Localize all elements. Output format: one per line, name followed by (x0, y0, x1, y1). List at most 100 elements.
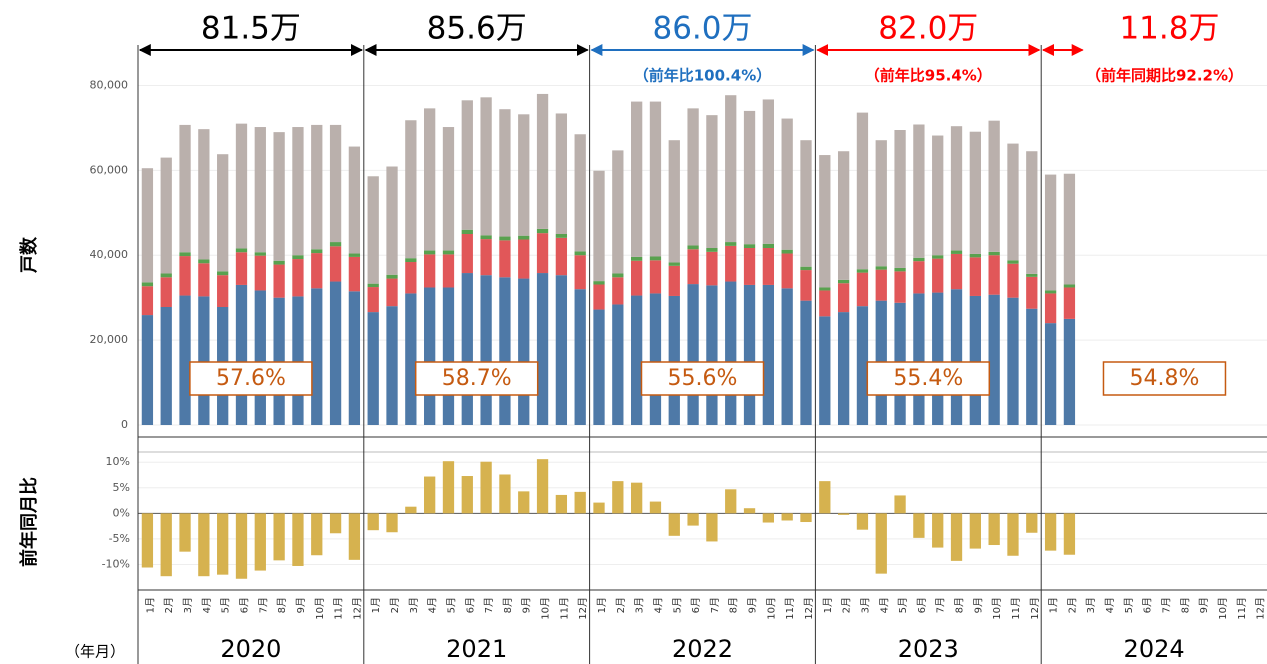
bar-segment (405, 120, 417, 259)
x-tick-label: 8月 (954, 597, 966, 613)
bar-segment (725, 95, 737, 243)
x-tick-label: 5月 (220, 597, 232, 613)
bar-segment (536, 273, 549, 425)
bar-segment (160, 307, 172, 425)
bar-segment (1026, 308, 1038, 425)
ratio-label: 55.6% (668, 366, 738, 391)
bar-segment (762, 248, 775, 285)
bar-segment (593, 170, 605, 282)
x-tick-label: 4月 (427, 597, 439, 613)
bar-segment (837, 312, 850, 425)
bar-segment (1026, 151, 1038, 274)
bar-segment (875, 266, 887, 270)
bar-segment (706, 248, 718, 252)
bar-segment (518, 278, 530, 425)
bar-segment (499, 277, 511, 425)
x-tick-label: 6月 (464, 597, 476, 613)
bar-segment (668, 265, 680, 296)
bar-segment (894, 267, 906, 272)
bar-segment (217, 275, 229, 308)
bar-segment (630, 256, 643, 261)
bar-segment (160, 157, 172, 274)
bar-segment (837, 279, 850, 284)
x-tick-label: 2月 (163, 597, 175, 613)
x-tick-label: 4月 (652, 597, 664, 613)
bar-segment (254, 255, 266, 291)
x-tick-label: 11月 (558, 597, 570, 620)
x-tick-label: 2月 (1066, 597, 1078, 613)
bar-segment (875, 140, 887, 267)
bar-segment (198, 263, 210, 297)
bar-segment (536, 233, 549, 274)
bar-segment (913, 261, 925, 294)
bar (630, 482, 643, 514)
bar-segment (499, 236, 511, 241)
bar-segment (499, 109, 511, 237)
yoy-note: （前年比95.4%） (865, 67, 992, 85)
bar (480, 461, 492, 514)
bar-segment (706, 251, 718, 286)
bar-segment (499, 240, 511, 278)
bar-segment (856, 269, 869, 273)
bar-segment (950, 126, 963, 251)
bar-segment (198, 259, 210, 264)
bar-segment (743, 248, 756, 285)
bar-segment (1044, 293, 1057, 324)
bar-segment (706, 115, 718, 249)
bar (424, 476, 436, 514)
bar-segment (141, 282, 154, 287)
bar-segment (969, 257, 981, 296)
x-tick-label: 11月 (1236, 597, 1248, 620)
bar-segment (1063, 318, 1076, 425)
bar-segment (725, 242, 737, 246)
bar-segment (461, 229, 473, 234)
bar-segment (762, 99, 775, 244)
bar-segment (179, 256, 191, 296)
x-tick-label: 9月 (747, 597, 759, 613)
y-tick-label: 80,000 (90, 78, 129, 91)
x-tick-label: 11月 (333, 597, 345, 620)
x-tick-label: 9月 (972, 597, 984, 613)
bar-segment (630, 260, 643, 296)
x-tick-label: 10月 (1217, 597, 1229, 620)
yoy-note: （前年比100.4%） (634, 67, 771, 85)
bar-segment (969, 295, 981, 425)
bar (574, 491, 586, 514)
bar-segment (160, 273, 172, 278)
bar (367, 513, 379, 531)
bar-segment (254, 127, 266, 253)
ratio-label: 58.7% (442, 366, 512, 391)
bar-segment (480, 275, 492, 425)
bar-segment (386, 306, 398, 425)
bar-segment (179, 252, 191, 257)
bar-segment (235, 248, 248, 253)
bar-segment (254, 290, 266, 425)
bar-segment (329, 242, 342, 247)
bar (894, 495, 906, 514)
bar-segment (837, 283, 850, 313)
bar-segment (913, 257, 925, 262)
bar (706, 513, 718, 542)
bar-segment (405, 258, 417, 263)
bar-segment (988, 294, 1000, 425)
bar-segment (1026, 276, 1038, 309)
bar-segment (932, 255, 944, 259)
x-tick-label: 2月 (841, 597, 853, 613)
bar-segment (386, 166, 398, 275)
bar-segment (235, 123, 248, 249)
bar-segment (668, 262, 680, 266)
bar (969, 513, 981, 549)
bar-segment (424, 108, 436, 251)
bar (1044, 513, 1057, 551)
year-label: 2022 (672, 635, 733, 663)
bar (179, 513, 191, 552)
total-label: 81.5万 (201, 11, 301, 47)
y-tick-label: 0% (113, 506, 130, 519)
bar-segment (725, 281, 737, 425)
x-tick-label: 7月 (935, 597, 947, 613)
bar-segment (311, 253, 323, 289)
bar-segment (1007, 297, 1019, 425)
bar-segment (612, 150, 624, 274)
bar-segment (141, 286, 154, 316)
y-tick-label: 60,000 (90, 163, 129, 176)
